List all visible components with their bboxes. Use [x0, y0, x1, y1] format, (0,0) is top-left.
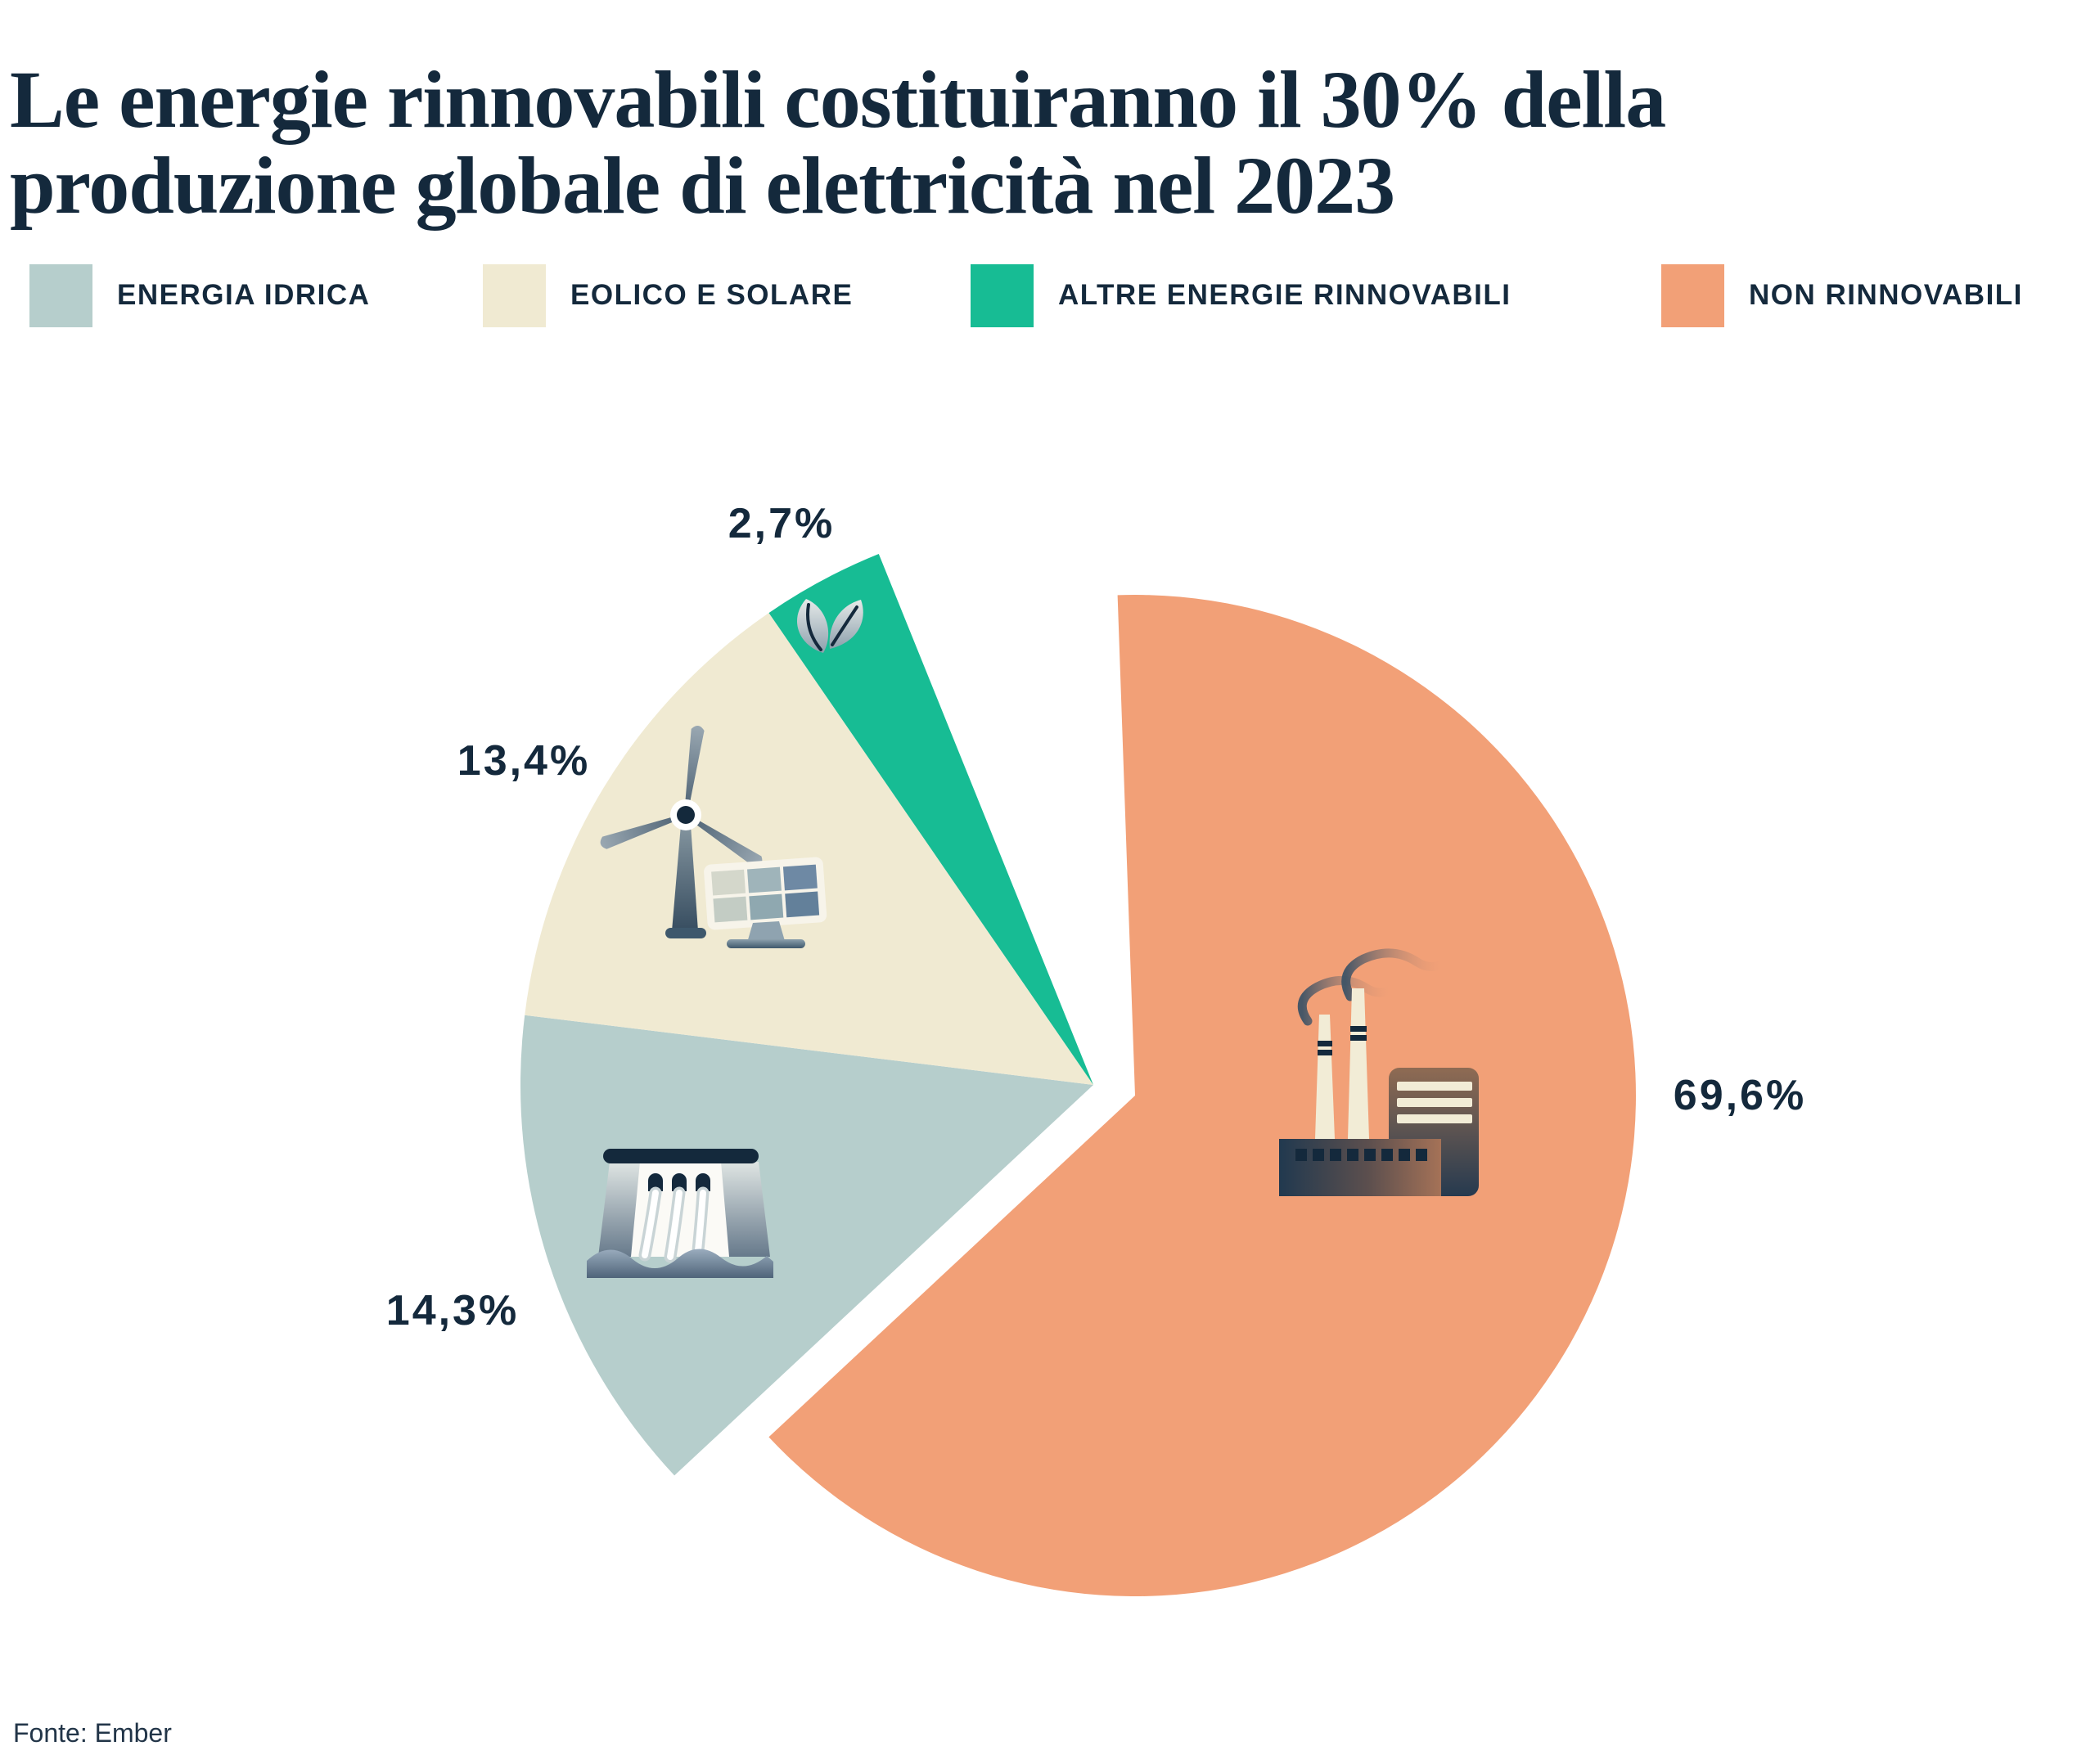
energia-idrica-swatch: [29, 263, 92, 327]
percent-label-altre-energie-rinnovabili: 2,7%: [728, 500, 836, 547]
leaf-icon: [796, 599, 863, 653]
legend-label: EOLICO E SOLARE: [570, 279, 854, 311]
percent-label-non-rinnovabili: 69,6%: [1673, 1072, 1807, 1119]
legend: ENERGIA IDRICA EOLICO E SOLARE ALTRE ENE…: [0, 263, 2095, 327]
factory-icon: [1279, 948, 1479, 1196]
legend-label: ENERGIA IDRICA: [117, 279, 371, 311]
dam-icon: [587, 1149, 773, 1278]
legend-label: NON RINNOVABILI: [1749, 279, 2023, 311]
legend-label: ALTRE ENERGIE RINNOVABILI: [1058, 279, 1512, 311]
slice-altre-energie-rinnovabili: [768, 554, 1093, 1085]
slice-non-rinnovabili: [768, 595, 1636, 1597]
slice-eolico-e-solare: [525, 613, 1093, 1085]
page-title: Le energie rinnovabili costituiranno il …: [10, 54, 1666, 231]
legend-item-altre-energie-rinnovabili: ALTRE ENERGIE RINNOVABILI: [971, 263, 1511, 327]
percent-label-eolico-e-solare: 13,4%: [457, 737, 591, 785]
percent-label-energia-idrica: 14,3%: [385, 1287, 520, 1334]
title-line-2: produzione globale di elettricità nel 20…: [10, 140, 1395, 231]
altre-energie-rinnovabili-swatch: [971, 263, 1034, 327]
slice-energia-idrica: [520, 1015, 1093, 1476]
title-line-1: Le energie rinnovabili costituiranno il …: [10, 54, 1666, 145]
legend-item-non-rinnovabili: NON RINNOVABILI: [1661, 263, 2023, 327]
source-note: Fonte: Ember: [13, 1718, 172, 1748]
eolico-e-solare-swatch: [483, 263, 546, 327]
legend-item-energia-idrica: ENERGIA IDRICA: [29, 263, 370, 327]
wind-turbine-solar-panel-icon: [600, 726, 827, 948]
non-rinnovabili-swatch: [1661, 263, 1724, 327]
legend-item-eolico-e-solare: EOLICO E SOLARE: [483, 263, 853, 327]
